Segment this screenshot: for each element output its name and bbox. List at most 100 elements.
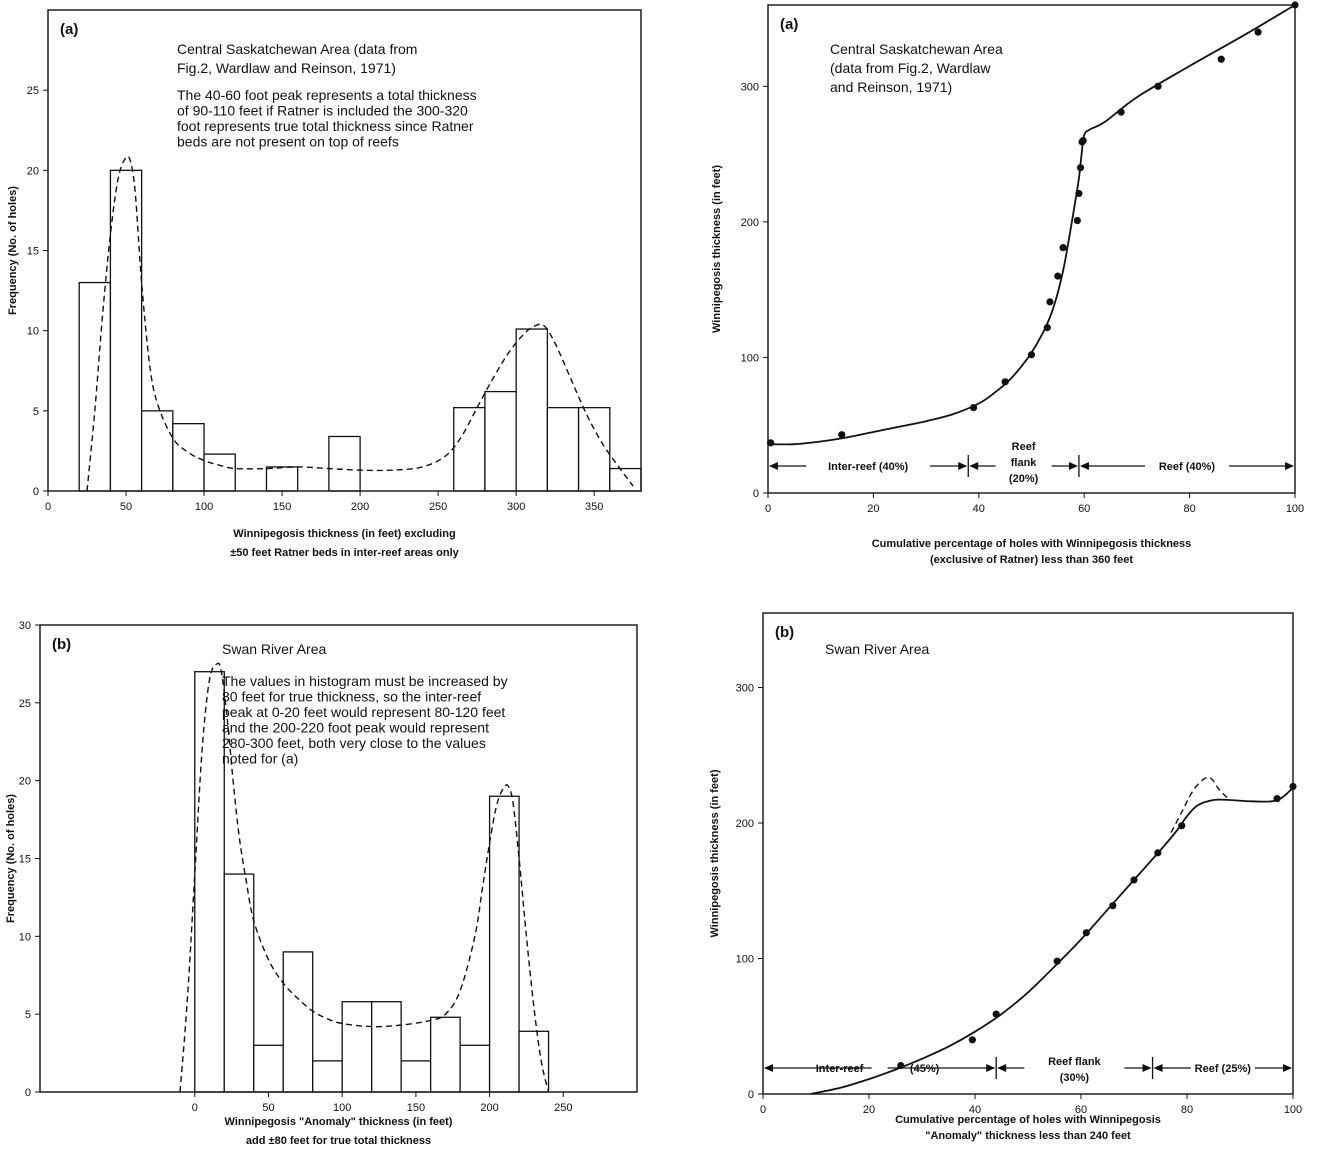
data-point — [1054, 272, 1062, 280]
y-tick-label: 10 — [27, 326, 39, 338]
x-tick-label: 0 — [192, 1102, 198, 1114]
fit-curve — [767, 4, 1296, 446]
annotation-title: Central Saskatchewan Area (data from — [177, 41, 417, 57]
y-tick-label: 0 — [25, 1087, 31, 1099]
annotation-note-line: foot represents true total thickness sin… — [177, 118, 474, 134]
data-point — [1117, 108, 1125, 116]
x-tick-label: 50 — [262, 1102, 274, 1114]
histogram-panel-b: 0 50 100 150 200 250 0 5 10 15 20 25 30 Winnipegosis … — [0, 582, 660, 1164]
x-tick-label: 20 — [867, 503, 879, 515]
histogram-bar — [488, 795, 520, 1093]
y-tick-label: 5 — [33, 406, 39, 418]
data-point — [1059, 244, 1067, 252]
data-point — [838, 431, 846, 439]
region-label: Reef flank — [1048, 1056, 1101, 1068]
region-label: Inter-reef — [816, 1063, 864, 1075]
data-point — [968, 1036, 976, 1044]
x-axis-title: Winnipegosis "Anomaly" thickness (in fee… — [225, 1116, 453, 1128]
histogram-bar — [453, 406, 486, 492]
data-point — [1217, 55, 1225, 63]
region-label-part2: (45%) — [910, 1063, 940, 1075]
panel-label: (b) — [52, 636, 71, 653]
cumulative-panel-b: 0 20 40 60 80 100 0 100 200 300 Cumulative percent… — [660, 582, 1320, 1164]
y-tick-label: 0 — [753, 488, 759, 500]
arrowhead-icon — [1142, 1064, 1152, 1072]
annotation-note-line: peak at 0-20 feet would represent 80-120… — [222, 704, 505, 720]
fit-curve-dashed — [179, 662, 550, 1093]
annotation-title-line: and Reinson, 1971) — [830, 79, 952, 95]
y-tick-label: 15 — [27, 246, 39, 258]
histogram-panel-a: 0 50 100 150 200 250 300 350 0 5 10 15 20 25 Winnipego… — [0, 0, 660, 582]
histogram-bar — [546, 406, 580, 492]
cumulative-panel-a: 0 20 40 60 80 100 0 100 200 300 Cumulative percent… — [660, 0, 1320, 582]
data-point — [1001, 378, 1009, 386]
arrowhead-icon — [997, 1064, 1007, 1072]
cumulative-a-chart: 0 20 40 60 80 100 0 100 200 300 Cumulative percent… — [711, 1, 1304, 566]
arrowhead-icon — [1068, 462, 1078, 470]
x-tick-label: 50 — [120, 501, 132, 513]
histogram-bar — [172, 423, 205, 492]
data-point — [1154, 82, 1162, 90]
region-label: Inter-reef (40%) — [828, 461, 908, 473]
fit-curve-dashed — [1170, 776, 1230, 833]
x-tick-label: 100 — [1286, 503, 1304, 515]
histogram-bar — [194, 671, 225, 1093]
annotation-note-line: of 90-110 feet if Ratner is included the… — [177, 103, 468, 119]
arrowhead-icon — [986, 1064, 996, 1072]
y-axis-title: Frequency (No. of holes) — [7, 186, 19, 315]
plot-frame — [762, 612, 1294, 1095]
x-axis-title-line2: "Anomaly" thickness less than 240 feet — [925, 1130, 1131, 1142]
histogram-bar — [371, 1001, 402, 1093]
y-tick-label: 5 — [25, 1009, 31, 1021]
data-point — [1073, 216, 1081, 225]
x-tick-label: 300 — [507, 501, 525, 513]
data-point — [1254, 28, 1262, 36]
data-point — [1053, 957, 1061, 965]
y-tick-label: 300 — [736, 683, 754, 695]
x-tick-label: 250 — [429, 501, 447, 513]
x-axis-title: Cumulative percentage of holes with Winn… — [895, 1114, 1161, 1126]
arrowhead-icon — [1079, 462, 1089, 470]
histogram-bar — [253, 1044, 284, 1093]
annotation-note-line: The values in histogram must be increase… — [222, 673, 508, 689]
x-tick-label: 100 — [333, 1102, 351, 1114]
panel-label: (b) — [775, 624, 794, 641]
panel-label: (a) — [60, 21, 78, 38]
histogram-bar — [282, 951, 314, 1093]
x-tick-label: 0 — [765, 503, 771, 515]
histogram-b-chart: 0 50 100 150 200 250 0 5 10 15 20 25 30 Winnipegosis … — [5, 620, 638, 1147]
annotation-note-line: noted for (a) — [222, 751, 298, 767]
histogram-bar — [429, 1016, 461, 1093]
region-label: Reef (25%) — [1195, 1063, 1252, 1075]
x-tick-label: 80 — [1183, 503, 1195, 515]
y-tick-label: 100 — [741, 352, 759, 364]
arrowhead-icon — [764, 1064, 773, 1072]
x-tick-label: 80 — [1181, 1104, 1193, 1116]
region-label-line3: (20%) — [1009, 473, 1039, 485]
arrowhead-icon — [1283, 1064, 1292, 1072]
x-tick-label: 200 — [351, 501, 369, 513]
x-tick-label: 40 — [973, 503, 985, 515]
annotation-title-line2: Fig.2, Wardlaw and Reinson, 1971) — [177, 60, 396, 76]
x-tick-label: 350 — [585, 501, 603, 513]
arrowhead-icon — [1153, 1064, 1163, 1072]
histogram-bar — [312, 1060, 343, 1093]
fit-curve — [810, 787, 1294, 1095]
data-point — [1273, 795, 1281, 803]
x-tick-label: 250 — [554, 1102, 572, 1114]
x-axis-title: Cumulative percentage of holes with Winn… — [872, 538, 1192, 550]
histogram-bar — [609, 467, 642, 492]
panel-label: (a) — [780, 16, 798, 33]
y-axis-title: Winnipegosis thickness (in feet) — [709, 769, 721, 937]
x-tick-label: 20 — [863, 1104, 875, 1116]
region-label: Reef — [1012, 441, 1036, 453]
y-tick-label: 200 — [736, 818, 754, 830]
y-tick-label: 0 — [33, 486, 39, 498]
annotation-title: Swan River Area — [222, 641, 326, 657]
region-label-line2: (30%) — [1060, 1072, 1090, 1084]
y-tick-label: 25 — [19, 698, 31, 710]
data-point — [767, 439, 775, 447]
x-tick-label: 40 — [969, 1104, 981, 1116]
x-tick-label: 0 — [45, 501, 51, 513]
fit-curve-dashed — [86, 155, 634, 492]
